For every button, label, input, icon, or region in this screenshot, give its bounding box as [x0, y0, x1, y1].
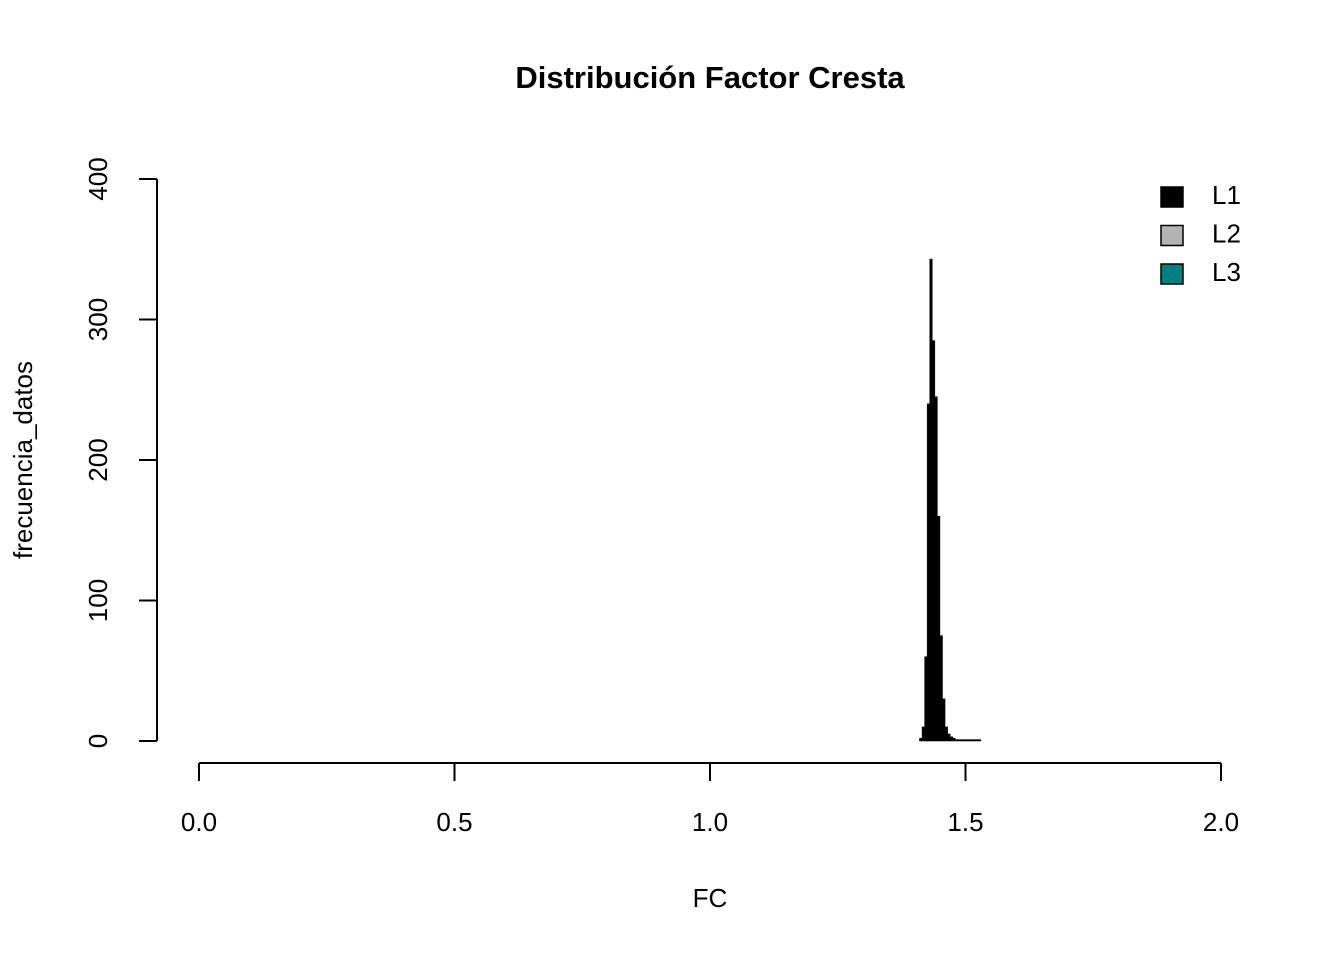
y-tick-label: 400 [83, 157, 113, 200]
bar [934, 396, 938, 742]
x-tick-label: 0.0 [181, 807, 217, 837]
bar [926, 403, 930, 742]
bar [919, 737, 923, 742]
x-tick-label: 1.5 [947, 807, 983, 837]
bar [965, 739, 969, 742]
bar [952, 737, 956, 742]
bar [924, 656, 928, 742]
legend-label: L2 [1212, 218, 1241, 248]
x-tick-label: 1.0 [692, 807, 728, 837]
bar [932, 340, 936, 742]
bar [955, 739, 959, 742]
bar [944, 726, 948, 742]
bar [967, 739, 971, 742]
legend-swatch [1160, 224, 1184, 247]
y-tick-label: 100 [83, 579, 113, 622]
bar [929, 258, 933, 742]
bar [972, 739, 976, 742]
bar [970, 739, 974, 742]
y-tick-label: 300 [83, 298, 113, 341]
bar [962, 739, 966, 742]
bar [937, 515, 941, 742]
bar [947, 733, 951, 742]
bar [957, 739, 961, 742]
legend-swatch [1160, 263, 1184, 285]
bar [921, 726, 925, 742]
bar [960, 739, 964, 742]
bar [975, 739, 979, 742]
legend-label: L1 [1212, 180, 1241, 210]
y-tick-label: 0 [83, 734, 113, 748]
bar [942, 698, 946, 742]
bar [978, 739, 982, 742]
bar [939, 635, 943, 742]
y-tick-label: 200 [83, 438, 113, 481]
chart-title: Distribución Factor Cresta [515, 60, 905, 95]
x-tick-label: 0.5 [436, 807, 472, 837]
legend-swatch [1160, 186, 1184, 208]
x-axis-label: FC [693, 883, 728, 913]
y-axis-label: frecuencia_datos [8, 361, 38, 559]
bar [949, 736, 953, 742]
legend-label: L3 [1212, 257, 1241, 287]
x-tick-label: 2.0 [1203, 807, 1239, 837]
